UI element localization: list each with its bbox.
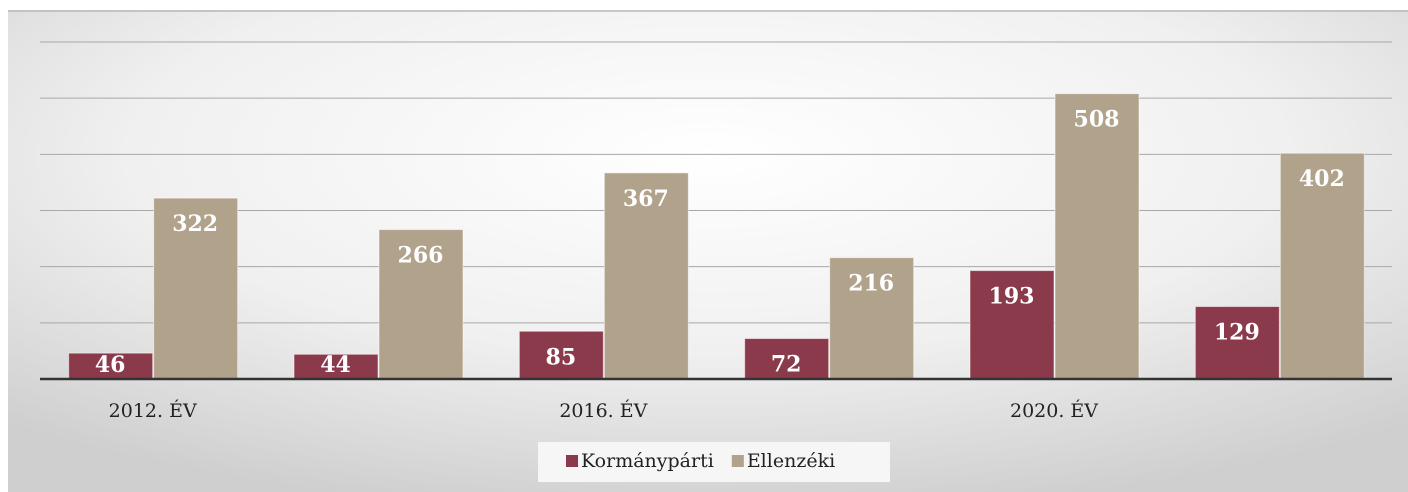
data-label: 216 [848,271,894,297]
data-label: 129 [1214,320,1260,346]
legend-label: Ellenzéki [747,450,835,472]
legend-swatch [731,455,744,467]
bar [153,197,239,380]
legend-label: Kormánypárti [581,450,714,472]
data-label: 46 [95,352,126,378]
legend-box [538,442,890,482]
chart-background [8,10,1408,492]
data-label: 266 [398,243,444,269]
bar [518,330,604,380]
bar [293,353,379,380]
legend-swatch [566,455,578,467]
bar [603,172,689,380]
x-tick-label: 2016. ÉV [559,399,647,422]
data-label: 322 [172,211,218,237]
bar [1279,152,1365,380]
data-label: 72 [771,352,802,378]
data-label: 508 [1074,107,1120,133]
bar [1054,93,1140,380]
bar [969,270,1055,380]
data-label: 402 [1299,166,1345,192]
bar [829,257,915,380]
data-label: 193 [989,284,1035,310]
x-tick-label: 2012. ÉV [109,399,197,422]
data-label: 85 [546,344,577,370]
data-label: 44 [320,352,351,378]
x-tick-label: 2020. ÉV [1010,399,1098,422]
bar [68,352,154,380]
bar [744,338,830,380]
data-label: 367 [623,186,669,212]
bar [378,229,464,380]
